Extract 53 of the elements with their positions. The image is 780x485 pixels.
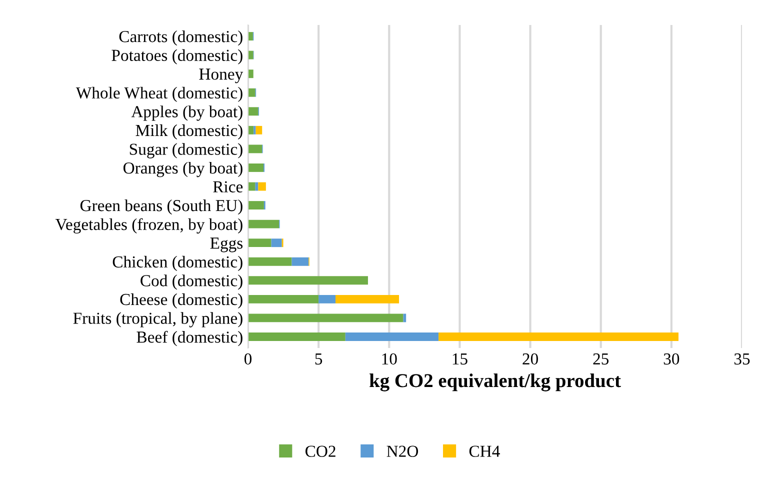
y-tick-label: Whole Wheat (domestic) bbox=[76, 86, 242, 102]
y-tick-label: Beef (domestic) bbox=[136, 330, 242, 346]
bar bbox=[248, 88, 256, 97]
bar bbox=[248, 332, 346, 341]
y-tick-label: Honey bbox=[199, 68, 244, 84]
x-tick-label: 10 bbox=[382, 353, 397, 365]
y-tick-label: Milk (domestic) bbox=[136, 124, 242, 140]
y-tick-label: Sugar (domestic) bbox=[130, 143, 242, 158]
y-tick-label: Oranges (by boat) bbox=[123, 162, 242, 178]
y-tick-label: Chicken (domestic) bbox=[112, 256, 242, 271]
bar bbox=[248, 238, 272, 248]
x-tick-label: 25 bbox=[593, 353, 609, 365]
bar bbox=[248, 144, 262, 154]
y-tick-label: Vegetables (frozen, by boat) bbox=[55, 218, 242, 234]
x-axis-title: kg CO2 equivalent/kg product bbox=[370, 374, 621, 392]
bar bbox=[271, 238, 282, 248]
y-tick-label: Potatoes (domestic) bbox=[112, 49, 242, 64]
bar bbox=[258, 182, 266, 191]
legend-label: N2O bbox=[386, 446, 418, 457]
y-tick-label: Carrots (domestic) bbox=[119, 30, 242, 46]
y-tick-label: Eggs bbox=[210, 238, 243, 252]
y-tick-label: Apples (by boat) bbox=[131, 106, 242, 121]
bar bbox=[438, 332, 678, 341]
x-tick-label: 15 bbox=[452, 353, 468, 365]
x-tick-label: 35 bbox=[734, 353, 750, 365]
y-tick-label: Cheese (domestic) bbox=[120, 293, 242, 309]
bar bbox=[345, 332, 439, 341]
x-tick-label: 0 bbox=[244, 353, 252, 365]
bar bbox=[248, 276, 368, 285]
bar bbox=[248, 294, 319, 304]
bar bbox=[248, 314, 404, 322]
y-tick-label: Cod (domestic) bbox=[140, 274, 242, 290]
legend-label: CH4 bbox=[469, 446, 500, 457]
bar bbox=[248, 70, 254, 78]
bar bbox=[248, 107, 258, 116]
bar bbox=[256, 126, 262, 134]
x-tick-label: 5 bbox=[315, 354, 322, 365]
bar bbox=[248, 32, 253, 40]
bar bbox=[248, 163, 264, 172]
bar bbox=[248, 201, 264, 210]
bar bbox=[336, 294, 400, 304]
bar bbox=[248, 257, 292, 266]
y-tick-label: Fruits (tropical, by plane) bbox=[73, 312, 242, 328]
bar bbox=[248, 50, 254, 60]
bar bbox=[248, 220, 280, 228]
x-tick-label: 30 bbox=[664, 353, 680, 365]
x-tick-label: 20 bbox=[522, 353, 538, 365]
legend-label: CO2 bbox=[305, 446, 336, 457]
y-tick-label: Rice bbox=[213, 181, 243, 192]
bar bbox=[318, 294, 336, 304]
bar bbox=[292, 257, 309, 266]
y-tick-label: Green beans (South EU) bbox=[80, 199, 242, 215]
bar bbox=[248, 182, 256, 191]
